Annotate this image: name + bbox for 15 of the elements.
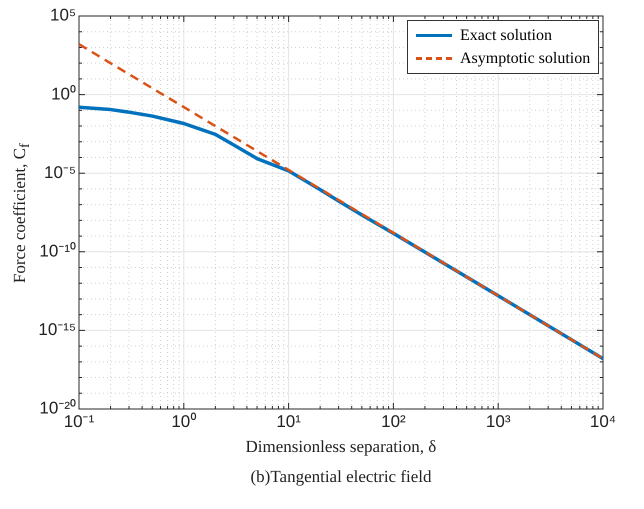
legend-label: Exact solution [460, 26, 552, 44]
y-tick-label: 10⁻⁵ [44, 162, 76, 182]
y-tick-label: 10⁻¹⁵ [38, 320, 76, 340]
y-tick-label: 10⁵ [50, 6, 76, 25]
y-tick-label: 10⁰ [51, 84, 76, 104]
x-tick-label: 10³ [486, 412, 511, 431]
legend-label: Asymptotic solution [460, 50, 590, 68]
x-tick-label: 10⁰ [171, 412, 196, 431]
x-tick-label: 10¹ [276, 412, 302, 431]
x-tick-label: 10² [381, 412, 406, 431]
text: (b)Tangential electric field [250, 467, 432, 487]
line-series [79, 42, 603, 360]
y-tick-label: 10⁻¹⁰ [39, 241, 76, 260]
x-tick-label: 10⁴ [590, 412, 616, 431]
x-axis-title: Dimensionless separation, δ [246, 437, 436, 457]
